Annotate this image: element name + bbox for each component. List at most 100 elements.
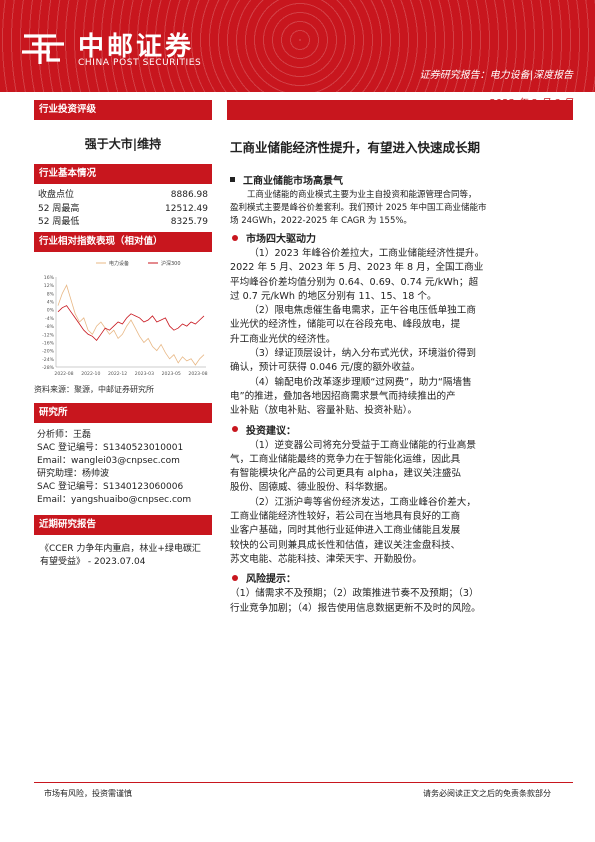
analyst-info: 分析师：王磊 SAC 登记编号：S1340523010001 Email：wan… [34, 429, 212, 507]
text-line: 盈利模式主要是峰谷价差套利。我们预计 2025 年中国工商业储能市 [230, 203, 487, 213]
header-banner: 中邮证券 CHINA POST SECURITIES 证券研究报告：电力设备|深… [0, 0, 595, 92]
y-tick-label: 8% [47, 291, 55, 297]
basic-info-row: 52 周最低 8325.79 [34, 216, 212, 230]
series-line-0 [57, 283, 205, 366]
y-tick-label: 12% [44, 283, 55, 289]
y-tick-label: 0% [47, 307, 55, 313]
legend-label: 沪深300 [161, 260, 181, 267]
section-head: 工商业储能市场高景气 [230, 172, 572, 187]
recent-report[interactable]: 《CCER 力争年内重启，林业+绿电碳汇 有望受益》 - 2023.07.04 [34, 543, 212, 569]
text-line: （1）逆变器公司将充分受益于工商业储能的行业高景 [249, 439, 476, 451]
text-line: 2022 年 5 月、2023 年 5 月、2023 年 8 月，全国工商业 [230, 262, 484, 274]
text-line: （4）输配电价改革逐步理顺“过网费”，助力“隔墙售 [249, 376, 472, 388]
paragraph: 工商业储能的商业模式主要为业主自投资和能源管理合同等， 盈利模式主要是峰谷价差套… [230, 189, 572, 228]
footer-divider [34, 782, 573, 783]
section-title: 风险提示： [246, 574, 296, 586]
y-tick-label: -16% [42, 340, 55, 346]
y-tick-label: 4% [47, 299, 55, 305]
recent-report-line: 有望受益》 - 2023.07.04 [40, 556, 146, 567]
paragraph: （3）绿证顶层设计，纳入分布式光伏，环境溢价得到 确认，预计可获得 0.046 元… [230, 347, 572, 376]
basic-label: 收盘点位 [38, 190, 75, 200]
round-bullet-icon [232, 574, 238, 581]
report-title: 工商业储能经济性提升，有望进入快速成长期 [230, 140, 481, 155]
basic-section-head: 行业基本情况 [34, 164, 212, 184]
text-line: 过 0.7 元/kWh 的地区分别有 11、15、18 个。 [230, 290, 437, 302]
text-line: （1）2023 年峰谷价差拉大，工商业储能经济性提升。 [249, 248, 485, 259]
paragraph: （2）限电焦虑催生备电需求，正午谷电压低单独工商业光伏的经济性，储能可以在谷段充… [230, 304, 572, 347]
footer-risk-note: 市场有风险，投资需谨慎 [44, 789, 132, 798]
chart-source: 资料来源：聚源，中邮证券研究所 [34, 384, 154, 394]
perf-section-head: 行业相对指数表现（相对值） [34, 231, 212, 252]
square-bullet-icon [230, 177, 235, 182]
text-line: 气，工商业储能最终的竞争力在于智能化运维，因此具 [230, 453, 461, 465]
text-line: 较快的公司则兼具成长性和估值，建议关注金盘科技、 [230, 539, 461, 551]
text-line: 业客户基础，同时其他行业延伸进入工商业储能且发展 [230, 525, 461, 537]
text-line: 股份、固德威、德业股份、科华数据。 [230, 482, 394, 494]
analyst-email[interactable]: Email：yangshuaibo@cnpsec.com [37, 494, 192, 505]
section-head: 投资建议： [230, 422, 572, 437]
analyst-line: SAC 登记编号：S1340523010001 [37, 442, 184, 453]
text-line: （3）绿证顶层设计，纳入分布式光伏，环境溢价得到 [249, 348, 476, 360]
round-bullet-icon [232, 234, 238, 241]
text-line: 升工商业光伏的经济性。 [230, 333, 336, 345]
y-tick-label: -20% [42, 348, 55, 354]
china-post-logo-icon [22, 34, 64, 64]
paragraph: （1）2023 年峰谷价差拉大，工商业储能经济性提升。 2022 年 5 月、20… [230, 247, 572, 304]
text-line: （1）储需求不及预期；（2）政策推进节奏不及预期；（3） [230, 588, 479, 600]
text-line: 苏文电能、芯能科技、津荣天宇、开勤股份。 [230, 553, 422, 565]
text-line: 业补贴（放电补贴、容量补贴、投资补贴）。 [230, 405, 418, 417]
analyst-line: 研究助理：杨帅波 [37, 468, 110, 479]
x-tick-label: 2022-12 [108, 371, 127, 377]
basic-info-row: 52 周最高 12512.49 [34, 203, 212, 217]
industry-rating: 强于大市|维持 [84, 137, 162, 151]
section-title: 市场四大驱动力 [246, 234, 316, 245]
relative-index-chart: 16% 12% 8% 4% 0% -4% -8% -12% -16% -20% -24% -28% 20… [34, 255, 212, 383]
text-line: 平均峰谷价差均值分别为 0.64、0.69、0.74 元/kWh；超 [230, 276, 479, 288]
y-tick-label: 16% [44, 275, 55, 281]
rating-section-head: 行业投资评级 [34, 100, 212, 120]
text-line: 有智能模块化产品的公司更具有 alpha，建议关注盛弘 [230, 468, 462, 480]
legend-label: 电力设备 [109, 260, 129, 267]
text-line: 电”的推进，叠加各地因招商需求景气而持续推出的产 [230, 390, 456, 402]
basic-info-row: 收盘点位 8886.98 [34, 189, 212, 203]
basic-value: 8886.98 [170, 190, 208, 200]
y-tick-label: -4% [45, 315, 55, 321]
y-tick-label: -8% [45, 324, 55, 330]
y-tick-label: -12% [42, 332, 55, 338]
x-tick-label: 2023-05 [162, 371, 181, 377]
paragraph: （2）江浙沪粤等省份经济发达，工商业峰谷价差大， 工商业储能经济性较好，若公司在当… [230, 496, 572, 567]
x-tick-label: 2022-08 [54, 371, 73, 377]
analyst-section-head: 研究所 [34, 402, 212, 423]
text-line: 业光伏的经济性，储能可以在谷段充电、峰段放电，提 [230, 319, 461, 331]
series-line-1 [57, 304, 205, 341]
recent-report-line: 《CCER 力争年内重启，林业+绿电碳汇 [40, 543, 201, 554]
section-title: 投资建议： [246, 425, 296, 437]
analyst-line: 分析师：王磊 [37, 429, 92, 440]
risk-paragraph: （1）储需求不及预期；（2）政策推进节奏不及预期；（3） 行业竞争加剧；（4）报… [230, 587, 572, 616]
logo-name-en: CHINA POST SECURITIES [78, 58, 202, 68]
basic-info-list: 收盘点位 8886.98 52 周最高 12512.49 52 周最低 8325.79 [34, 189, 212, 230]
drivers-list: （1）2023 年峰谷价差拉大，工商业储能经济性提升。 2022 年 5 月、20… [230, 247, 572, 419]
basic-value: 12512.49 [165, 203, 208, 214]
text-line: 场 24GWh，2022-2025 年 CAGR 为 155%。 [230, 216, 412, 226]
sidebar: 行业投资评级 强于大市|维持 行业基本情况 收盘点位 8886.98 52 周最高… [34, 100, 212, 569]
main-body: 工商业储能市场高景气 工商业储能的商业模式主要为业主自投资和能源管理合同等， 盈… [230, 170, 572, 616]
round-bullet-icon [232, 426, 238, 433]
advice-list: （1）逆变器公司将充分受益于工商业储能的行业高景气，工商业储能最终的竞争力在于智… [230, 439, 572, 568]
text-line: 行业竞争加剧；（4）报告使用信息数据更新不及时的风险。 [230, 602, 481, 614]
basic-label: 52 周最高 [38, 203, 80, 214]
recent-section-head: 近期研究报告 [34, 514, 212, 535]
paragraph: （4）输配电价改革逐步理顺“过网费”，助力“隔墙售电”的推进，叠加各地因招商需求… [230, 376, 572, 419]
logo-name-cn: 中邮证券 [78, 32, 195, 62]
text-line: （2）限电焦虑催生备电需求，正午谷电压低单独工商 [249, 305, 476, 317]
basic-value: 8325.79 [170, 217, 208, 227]
report-type: 证券研究报告：电力设备|深度报告 [419, 70, 573, 81]
x-tick-label: 2023-08 [188, 371, 207, 377]
title-bar [227, 100, 573, 120]
chart-svg: 16%12%8%4%0%-4%-8%-12%-16%-20%-24%-28%20… [42, 260, 208, 377]
basic-label: 52 周最低 [38, 217, 80, 227]
x-tick-label: 2022-10 [81, 371, 100, 377]
analyst-email[interactable]: Email：wanglei03@cnpsec.com [37, 455, 180, 466]
text-line: 工商业储能的商业模式主要为业主自投资和能源管理合同等， [247, 190, 477, 200]
x-tick-label: 2023-03 [135, 371, 154, 377]
